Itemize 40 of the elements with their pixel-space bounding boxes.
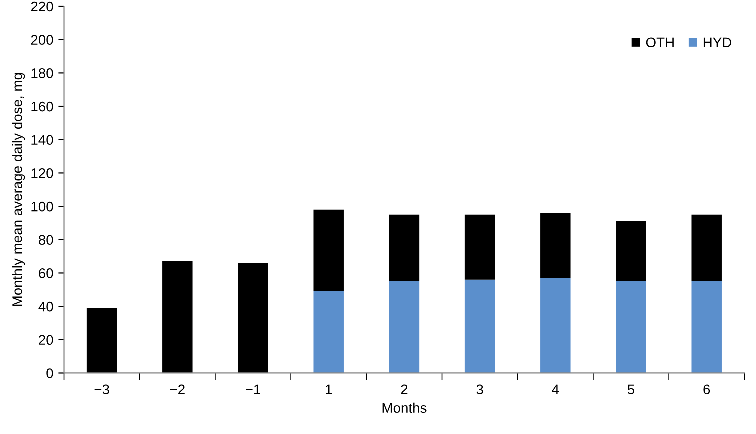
y-tick-label: 100 (32, 202, 54, 212)
y-tick-label: 140 (32, 135, 54, 146)
y-tick-label: 180 (32, 68, 54, 78)
legend-label: OTH (646, 38, 674, 48)
y-tick-label: 40 (38, 302, 54, 312)
y-tick-label: 200 (31, 35, 54, 46)
bar (314, 210, 344, 292)
bar (616, 282, 646, 374)
y-tick-label: 0 (46, 368, 54, 378)
bar (692, 282, 722, 374)
y-tick-label: 60 (39, 268, 54, 278)
x-tick-label: −3 (94, 384, 110, 395)
y-axis-title: Monthly mean average daily dose, mg (12, 73, 26, 306)
bar (389, 214, 420, 282)
y-tick-label: 20 (39, 335, 54, 346)
x-tick-label: 2 (401, 384, 408, 394)
bar (238, 263, 268, 374)
bar (162, 262, 193, 374)
x-tick-label: 4 (552, 384, 560, 394)
x-tick-label: 1 (326, 384, 332, 394)
x-tick-label: 5 (628, 384, 635, 395)
bar (540, 213, 571, 278)
x-tick-label: −2 (170, 384, 185, 394)
y-tick-label: 80 (39, 235, 54, 246)
bar (314, 292, 344, 374)
bar (540, 278, 571, 374)
legend-label: HYD (704, 38, 732, 48)
bar (464, 214, 496, 280)
bar (616, 222, 646, 282)
bar (692, 214, 722, 282)
bar (389, 282, 420, 374)
bar (86, 308, 118, 374)
x-axis-title: Months (382, 402, 427, 414)
y-tick-label: 160 (32, 102, 54, 112)
y-tick-label: 120 (32, 168, 54, 178)
x-tick-label: −1 (246, 384, 260, 394)
bar (464, 280, 496, 374)
x-tick-label: 3 (476, 384, 484, 395)
x-tick-label: 6 (704, 384, 710, 395)
y-tick-label: 220 (31, 2, 54, 12)
